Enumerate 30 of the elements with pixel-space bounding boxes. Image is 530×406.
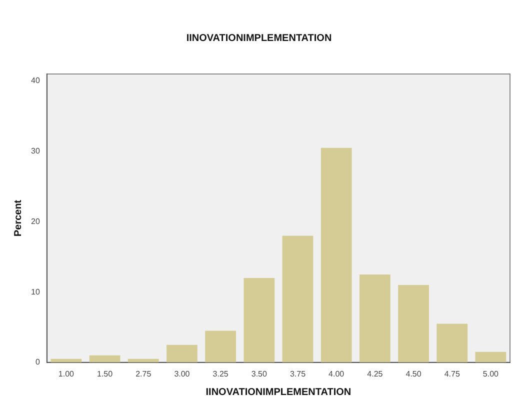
x-tick-label: 4.75 <box>444 369 460 378</box>
x-tick-label: 4.50 <box>406 369 422 378</box>
y-tick-label: 30 <box>30 146 40 156</box>
chart-title: IINOVATIONIMPLEMENTATION <box>186 32 332 44</box>
bar <box>359 274 390 362</box>
x-tick-label: 3.75 <box>290 369 306 378</box>
x-tick-label: 1.50 <box>96 369 114 378</box>
bar <box>282 236 314 362</box>
x-axis-title: IINOVATIONIMPLEMENTATION <box>206 386 352 398</box>
bar <box>244 278 275 362</box>
y-tick-label: 0 <box>35 358 40 367</box>
x-tick-label: 3.50 <box>251 369 268 378</box>
bar <box>320 148 352 362</box>
bar <box>166 344 198 362</box>
x-tick-label: 4.25 <box>367 369 384 378</box>
x-tick-label: 3.25 <box>212 369 229 378</box>
bar <box>436 324 468 362</box>
y-tick-label: 40 <box>30 76 40 86</box>
x-tick-label: 3.00 <box>174 369 190 378</box>
y-tick-label: 20 <box>30 216 40 226</box>
bar <box>475 352 506 362</box>
x-tick-label: 2.75 <box>136 369 152 378</box>
bar <box>205 330 236 362</box>
y-axis-title: Percent <box>12 199 24 237</box>
bar <box>89 355 120 362</box>
x-tick-label: 4.00 <box>328 369 345 378</box>
bar <box>398 285 429 362</box>
y-tick-label: 10 <box>30 287 40 296</box>
x-tick-label: 1.00 <box>58 369 75 378</box>
x-tick-label: 5.00 <box>482 369 500 378</box>
